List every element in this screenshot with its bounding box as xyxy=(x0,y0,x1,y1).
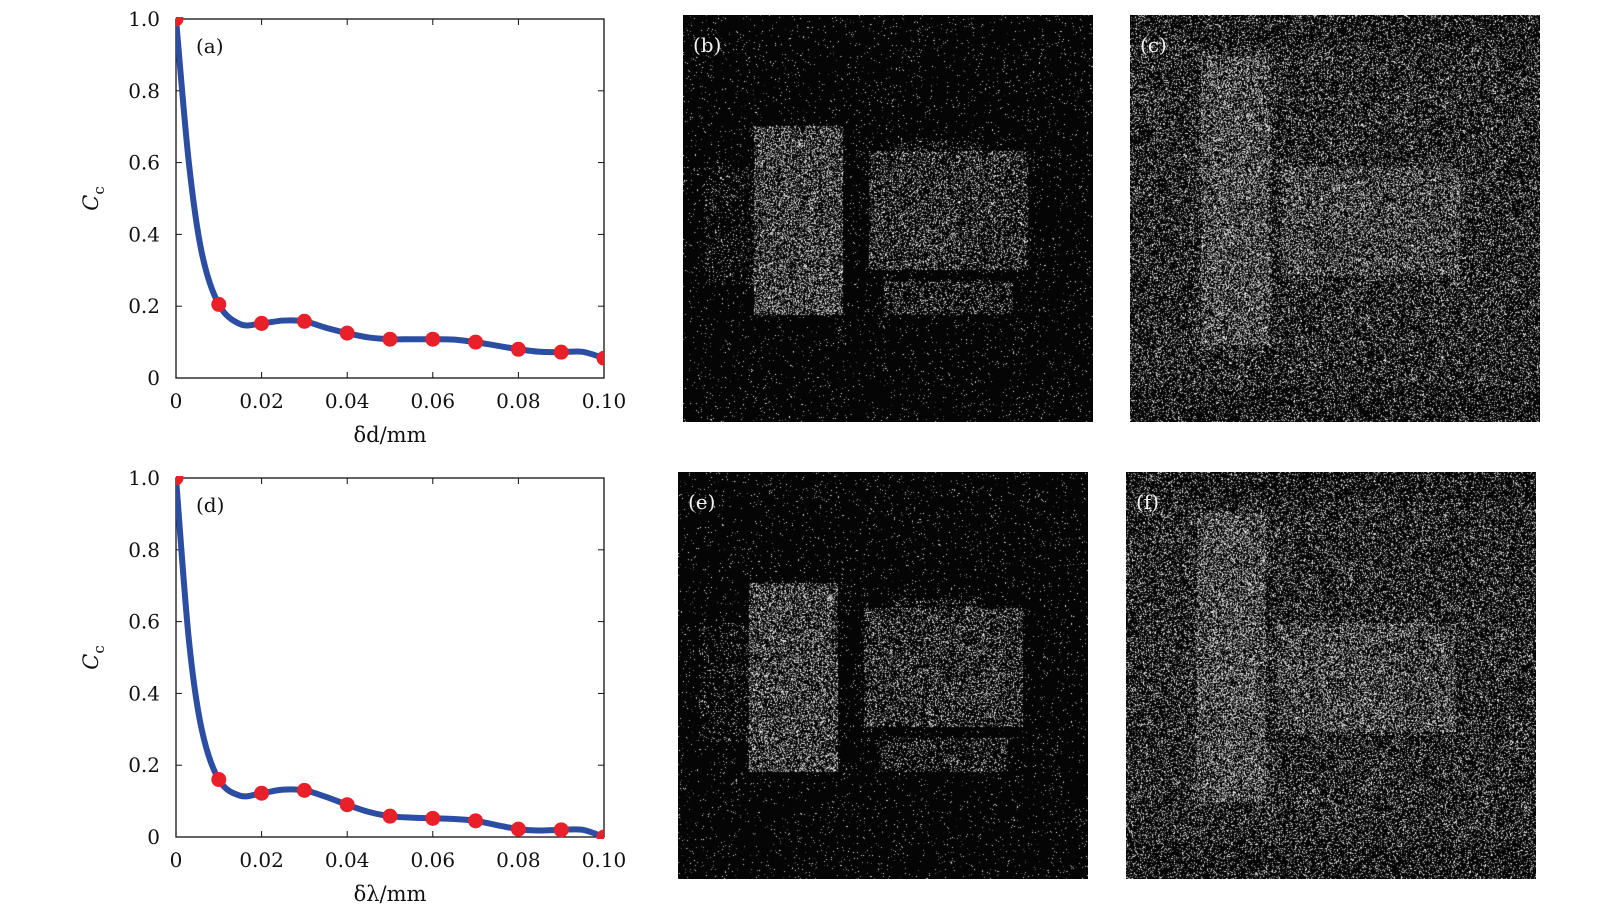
x-tick-label: 0 xyxy=(170,389,183,413)
x-tick-label: 0.08 xyxy=(496,848,541,872)
data-point xyxy=(254,785,270,801)
x-tick-label: 0.02 xyxy=(239,848,284,872)
x-tick-label: 0.04 xyxy=(325,389,370,413)
data-point xyxy=(596,829,604,839)
chart-a: 0 0.02 0.04 0.06 0.08 0.10 0 0.2 0.4 0.6 0.8 1.0 δd/… xyxy=(79,7,627,447)
data-point xyxy=(425,331,441,347)
y-tick-label: 0.4 xyxy=(128,222,160,246)
panel-label: (a) xyxy=(196,34,224,58)
image-panel-c: (c) xyxy=(1130,15,1540,422)
x-tick-label: 0.10 xyxy=(582,848,627,872)
data-point xyxy=(176,476,184,486)
x-tick-label: 0.02 xyxy=(239,389,284,413)
x-tick-label: 0.04 xyxy=(325,848,370,872)
x-tick-label: 0.06 xyxy=(411,848,456,872)
data-point xyxy=(553,822,569,838)
image-panel-b: (b) xyxy=(683,15,1093,422)
x-tick-label: 0 xyxy=(170,848,183,872)
chart-d: 0 0.02 0.04 0.06 0.08 0.10 0 0.2 0.4 0.6 0.8 1.0 δλ/… xyxy=(79,466,627,906)
x-axis-label: δd/mm xyxy=(354,423,427,447)
x-tick-label: 0.08 xyxy=(496,389,541,413)
data-point xyxy=(211,296,227,312)
data-point xyxy=(382,331,398,347)
plot-frame xyxy=(175,18,605,379)
y-tick-label: 0.6 xyxy=(128,610,160,634)
series-curve xyxy=(176,476,604,839)
data-point xyxy=(468,334,484,350)
plot-frame xyxy=(175,477,605,838)
marker-group xyxy=(176,17,604,366)
data-point xyxy=(296,313,312,329)
data-point xyxy=(254,315,270,331)
panel-label-f: (f) xyxy=(1136,490,1160,514)
y-tick-label: 0 xyxy=(147,366,160,390)
noise-image-f xyxy=(1126,472,1536,879)
data-point xyxy=(510,821,526,837)
panel-label-b: (b) xyxy=(693,33,722,57)
data-point xyxy=(382,808,398,824)
x-tick-label: 0.06 xyxy=(411,389,456,413)
data-point xyxy=(176,17,184,27)
data-point xyxy=(339,325,355,341)
data-point xyxy=(510,341,526,357)
data-point xyxy=(553,344,569,360)
data-point xyxy=(296,782,312,798)
y-tick-label: 0.2 xyxy=(128,294,160,318)
noise-image-e xyxy=(678,472,1088,879)
marker-group xyxy=(176,476,604,839)
panel-label-c: (c) xyxy=(1140,33,1167,57)
y-tick-label: 1.0 xyxy=(128,466,160,490)
x-tick-label: 0.10 xyxy=(582,389,627,413)
y-tick-label: 1.0 xyxy=(128,7,160,31)
y-axis-label: Cc xyxy=(79,186,108,210)
data-point xyxy=(339,797,355,813)
panel-label: (d) xyxy=(196,493,224,517)
data-point xyxy=(596,350,604,366)
panel-label-e: (e) xyxy=(688,490,716,514)
image-panel-e: (e) xyxy=(678,472,1088,879)
data-point xyxy=(211,772,227,788)
y-tick-label: 0.8 xyxy=(128,538,160,562)
y-tick-label: 0 xyxy=(147,825,160,849)
data-point xyxy=(425,810,441,826)
noise-image-b xyxy=(683,15,1093,422)
y-tick-label: 0.4 xyxy=(128,681,160,705)
noise-image-c xyxy=(1130,15,1540,422)
image-panel-f: (f) xyxy=(1126,472,1536,879)
y-tick-label: 0.6 xyxy=(128,151,160,175)
y-tick-label: 0.2 xyxy=(128,753,160,777)
data-point xyxy=(468,813,484,829)
y-tick-label: 0.8 xyxy=(128,79,160,103)
x-axis-label: δλ/mm xyxy=(354,882,427,906)
y-axis-label: Cc xyxy=(79,645,108,669)
